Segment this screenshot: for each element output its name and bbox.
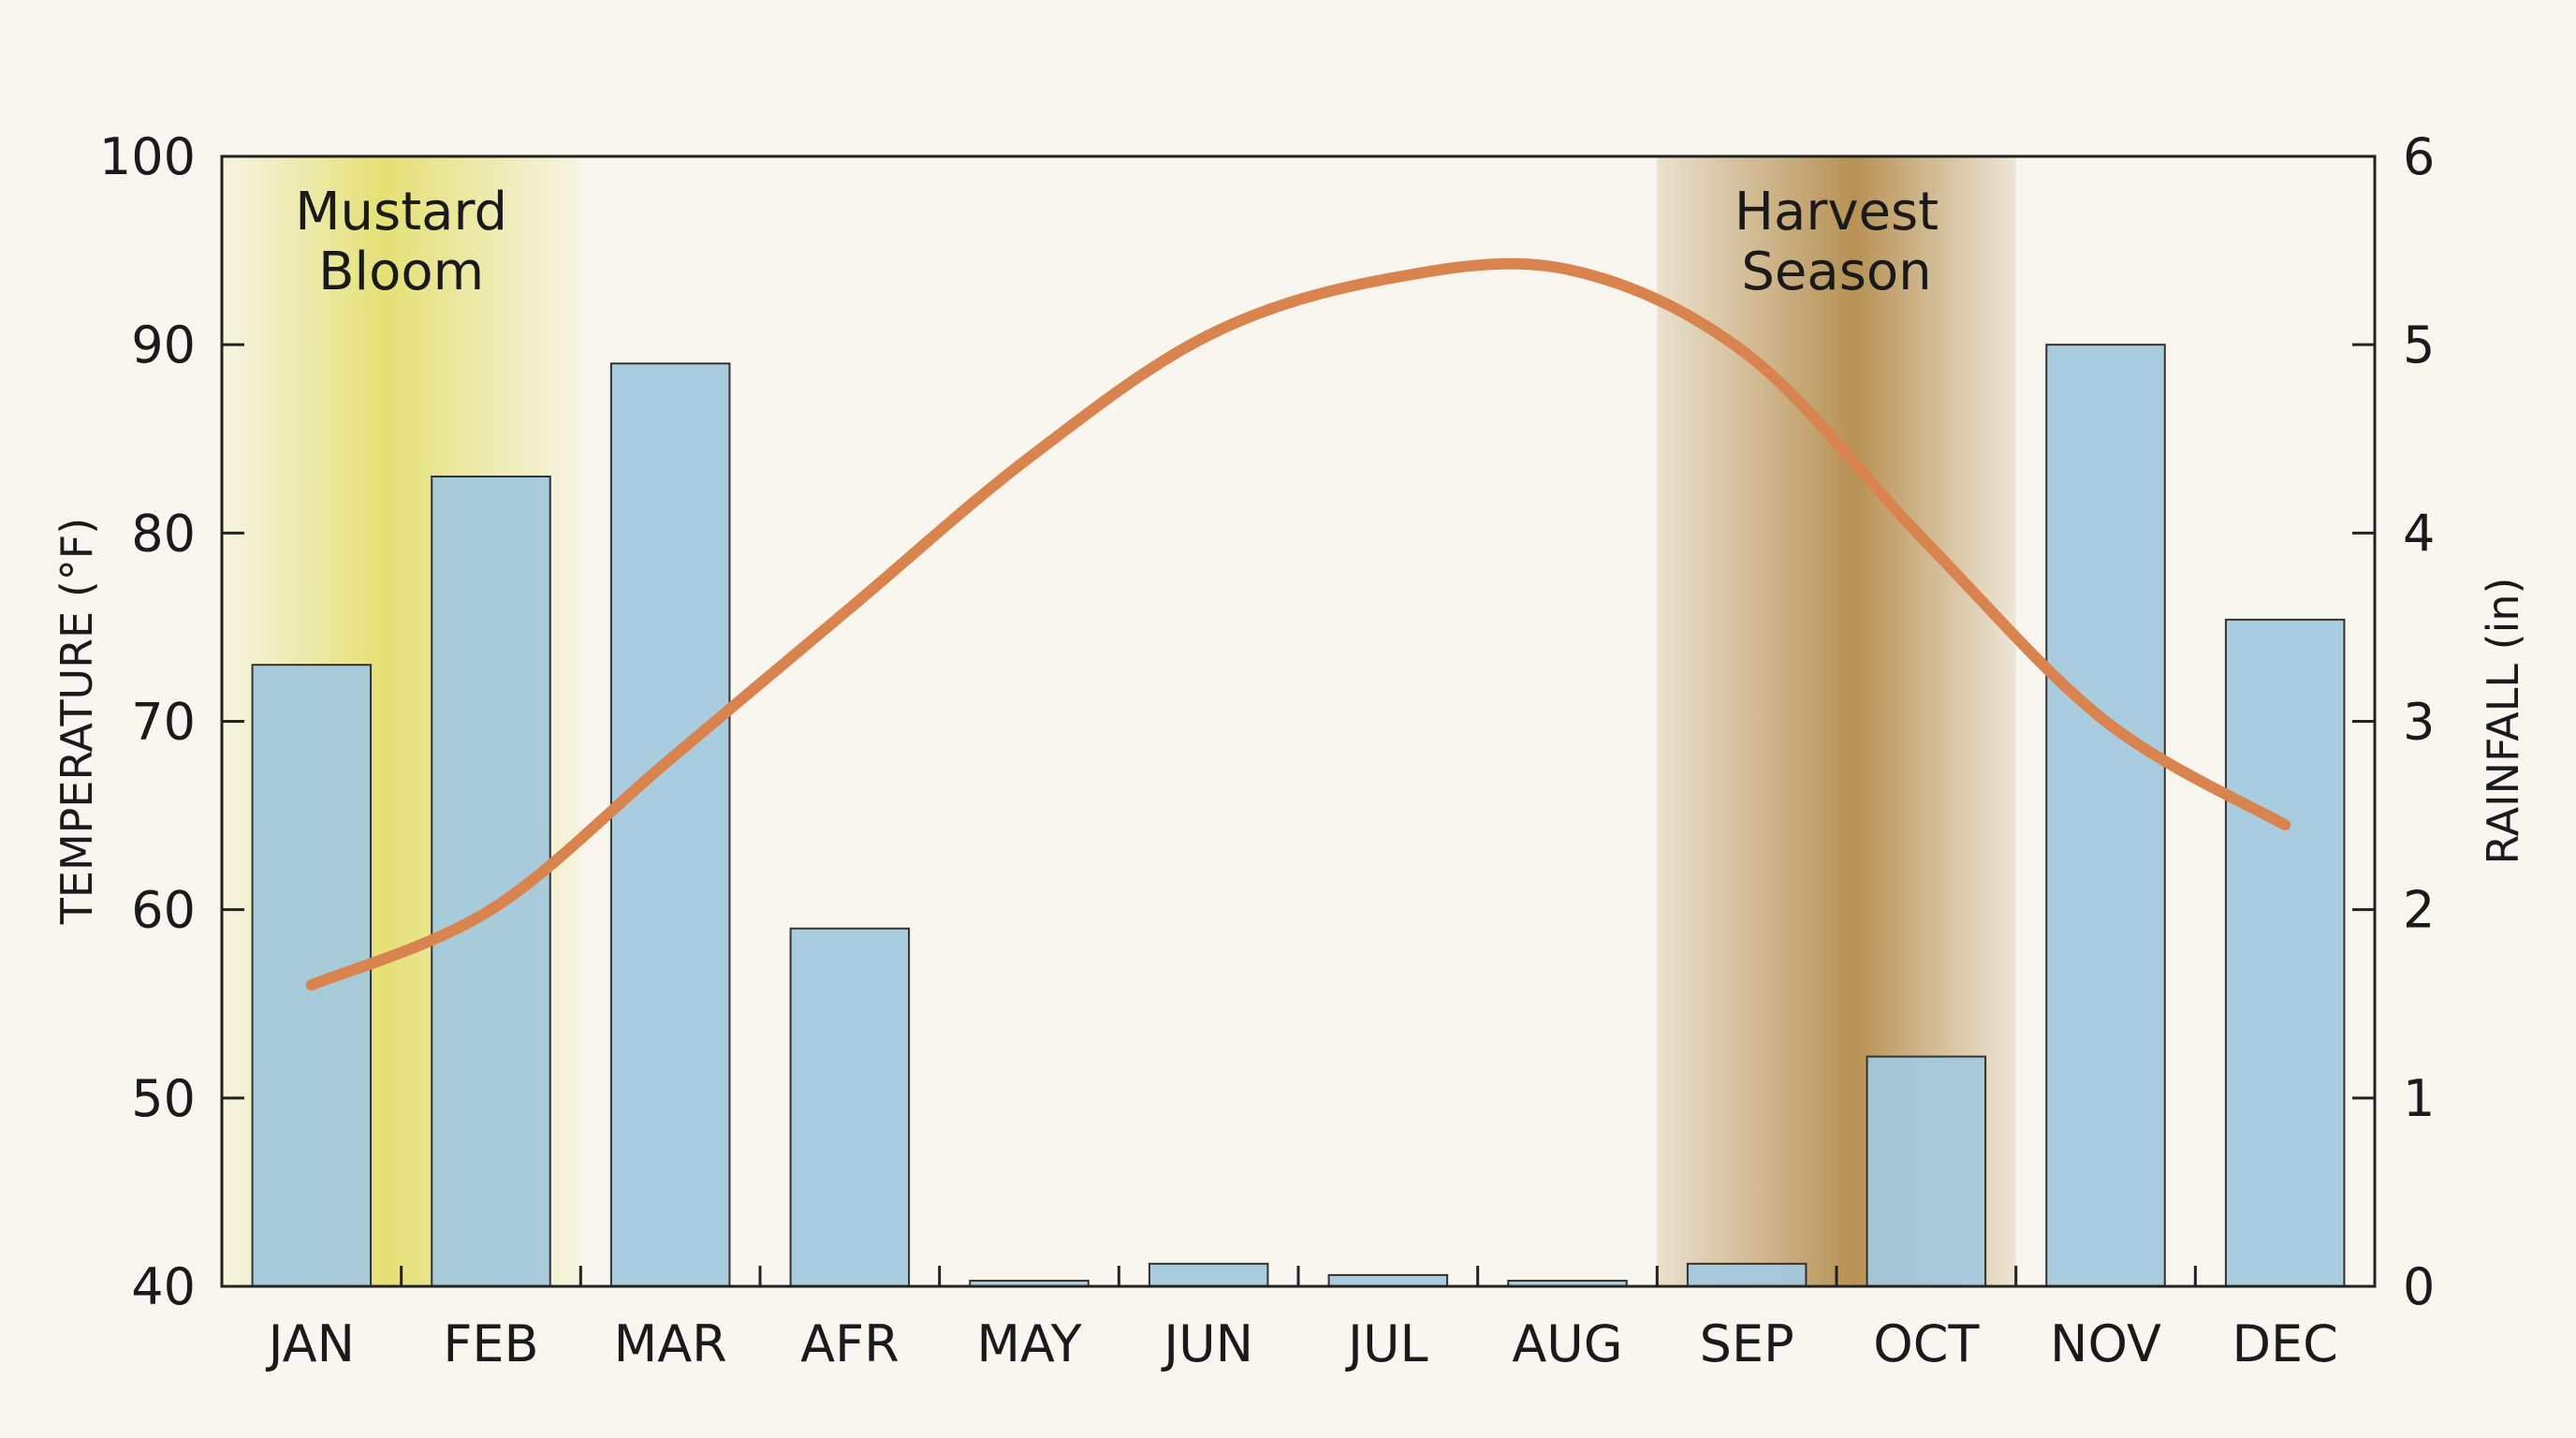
x-axis-tick-label: OCT <box>1873 1314 1980 1373</box>
rainfall-bar <box>1148 1262 1269 1287</box>
x-axis-tick-label: AUG <box>1512 1314 1622 1373</box>
right-axis-tick-label: 5 <box>2403 315 2435 374</box>
x-axis: JAN FEB MAR AFR MAY JUN JUL AUG SEP OCT NOV DEC <box>266 1266 2338 1373</box>
season-band-label: Bloom <box>318 242 484 302</box>
season-band-label: Season <box>1741 242 1931 302</box>
x-axis-tick-label: MAR <box>614 1314 727 1373</box>
x-axis-tick-label: FEB <box>443 1314 538 1373</box>
season-band-label: Mustard <box>295 182 507 242</box>
temperature-line <box>305 257 2291 991</box>
x-axis-tick-label: JUL <box>1345 1314 1428 1373</box>
x-axis-tick-label: AFR <box>800 1314 900 1373</box>
left-axis-tick-label: 100 <box>99 127 196 186</box>
right-axis-tick-label: 0 <box>2403 1257 2435 1316</box>
x-axis-tick-label: NOV <box>2050 1314 2161 1373</box>
rainfall-bar <box>1866 1055 1987 1287</box>
x-axis-tick-label: JUN <box>1161 1314 1253 1373</box>
rainfall-bar <box>789 927 911 1287</box>
rainfall-bar <box>1686 1262 1808 1287</box>
right-axis-tick-label: 3 <box>2403 693 2435 752</box>
right-axis-title: RAINFALL (in) <box>2478 578 2528 865</box>
rainfall-bar <box>2045 344 2166 1287</box>
season-band-label: Harvest <box>1734 182 1939 242</box>
right-axis-tick-label: 6 <box>2403 127 2435 186</box>
rainfall-bar <box>2224 618 2346 1287</box>
right-axis: 0 1 2 3 4 5 6 <box>2352 127 2435 1316</box>
x-axis-tick-label: JAN <box>266 1314 355 1373</box>
left-axis-tick-label: 50 <box>131 1069 196 1128</box>
x-axis-tick-label: MAY <box>976 1314 1082 1373</box>
left-axis-tick-label: 60 <box>131 881 196 940</box>
left-axis-tick-label: 90 <box>131 315 196 374</box>
right-axis-tick-label: 2 <box>2403 881 2435 940</box>
x-axis-tick-label: SEP <box>1700 1314 1794 1373</box>
rainfall-bar <box>1327 1273 1449 1288</box>
left-axis-title: TEMPERATURE (°F) <box>51 518 102 925</box>
right-axis-tick-label: 1 <box>2403 1069 2435 1128</box>
right-axis-tick-label: 4 <box>2403 504 2435 563</box>
left-axis-tick-label: 40 <box>131 1257 196 1316</box>
left-axis-tick-label: 80 <box>131 504 196 563</box>
rainfall-bar <box>609 362 731 1287</box>
left-axis: 40 50 60 70 80 90 100 <box>99 127 244 1316</box>
left-axis-tick-label: 70 <box>131 693 196 752</box>
x-axis-tick-label: DEC <box>2232 1314 2337 1373</box>
